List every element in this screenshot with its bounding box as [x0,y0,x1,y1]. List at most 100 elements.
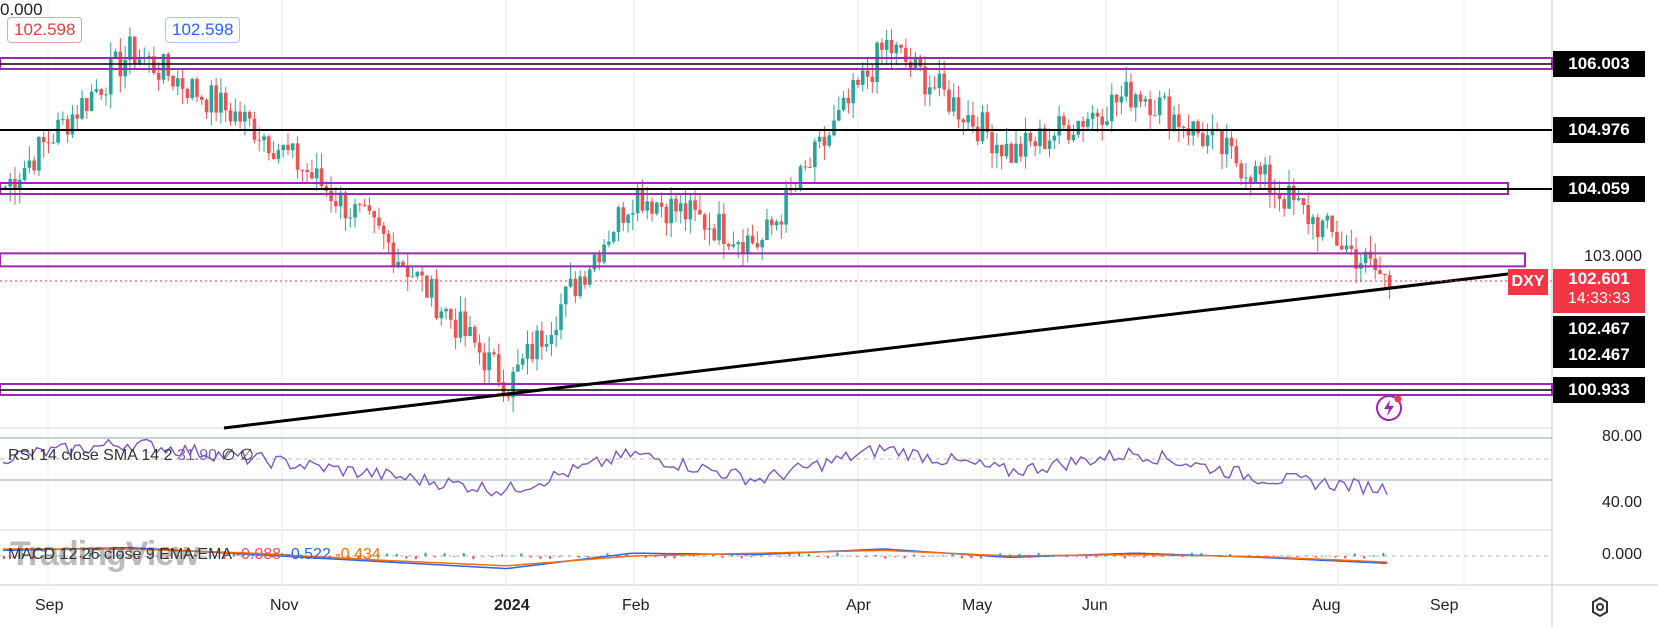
macd-hist-bar [807,553,810,557]
time-label-feb: Feb [622,597,650,614]
macd-hist-bar [529,556,532,558]
macd-hist-bar [568,555,571,557]
candle-body [913,56,918,69]
candle-body [717,213,721,241]
candle-body [290,143,295,151]
candle-body [1354,249,1358,269]
flash-icon[interactable] [1374,393,1404,423]
macd-hist-bar [1229,554,1232,557]
macd-hist-bar [1286,555,1289,557]
macd-hist-bar [1152,556,1155,558]
settings-icon[interactable] [1589,596,1611,618]
candle-body [51,142,56,144]
rsi-legend[interactable]: RSI 14 close SMA 14 2 31.90 ∅ ∅ [8,445,254,465]
candle-body [362,205,367,207]
candle-body [1157,97,1162,116]
macd-hist-bar [1209,555,1212,557]
macd-legend[interactable]: MACD 12 26 close 9 EMA EMA -0.088 -0.522… [8,546,381,564]
candle-body [329,190,333,202]
candle-body [1315,217,1320,238]
time-label-aug: Aug [1312,597,1341,614]
macd-hist-bar [989,556,992,557]
macd-hist-bar [654,556,657,558]
candle-body [654,202,659,214]
tradingview-watermark: TradingView [10,535,200,573]
candle-body [1014,143,1018,163]
candle-body [1339,245,1344,250]
candle-body [281,144,285,151]
rsi-title: RSI 14 close SMA 14 2 [8,447,173,464]
candle-body [1057,116,1061,136]
macd-hist-bar [1066,556,1069,558]
candle-body [750,235,755,244]
candle-body [61,119,65,121]
candle-body [444,308,448,312]
candle-body [1205,135,1210,146]
macd-hist-bar [319,556,322,558]
candle-body [587,269,592,285]
candle-body [420,271,424,276]
macd-hist-bar [510,555,513,557]
candle-body [128,36,132,60]
candle-body [669,198,673,224]
candle-body [530,343,535,360]
candle-body [56,119,60,143]
candle-body [314,168,319,179]
macd-hist-bar [702,555,705,557]
macd-hist-bar [1133,556,1136,557]
macd-hist-value: -0.088 [235,546,282,563]
candle-body [1023,132,1028,157]
macd-hist-bar [1334,556,1337,558]
macd-hist-bar [635,556,638,557]
candle-body [1325,215,1330,221]
candle-body [1330,215,1334,232]
candle-body [961,119,966,123]
macd-hist-bar [242,554,245,557]
candle-body [932,87,937,89]
spread-value: 0.000 [0,0,43,19]
rsi-line [2,438,1388,497]
candle-body [607,241,611,245]
candle-body [1368,251,1373,259]
candle-body [1239,163,1243,179]
candle-body [1248,177,1253,184]
candle-body [1258,166,1263,175]
macd-hist-bar [453,556,456,557]
candle-body [295,143,300,170]
macd-hist-bar [692,554,695,557]
macd-hist-bar [1008,554,1011,557]
candle-body [190,79,194,99]
macd-hist-bar [443,553,446,557]
candle-body [1095,112,1100,117]
candle-body [1100,116,1105,125]
candle-body [353,204,357,218]
candle-body [358,204,362,206]
candle-body [1229,137,1234,147]
candle-body [1191,121,1196,136]
macd-hist-bar [1114,555,1117,557]
bid-price-box[interactable]: 102.598 [7,17,83,43]
candle-body [396,261,400,267]
candle-body [267,136,271,154]
macd-hist-bar [855,556,858,557]
candle-body [1201,133,1205,146]
candle-body [832,120,836,136]
candle-body [147,56,151,58]
candle-body [1081,120,1085,127]
candle-body [722,213,726,245]
candle-body [899,44,903,48]
level-tag-104-059: 104.059 [1553,176,1645,202]
macd-hist-bar [731,553,734,557]
macd-hist-bar [156,555,159,557]
candle-body [46,142,51,144]
candle-body [1186,128,1191,136]
time-label-sep: Sep [35,597,64,614]
macd-hist-bar [12,556,15,558]
candle-body [736,242,741,245]
ask-price-box[interactable]: 102.598 [165,17,241,43]
candle-body [937,73,942,89]
candle-body [1210,129,1215,136]
macd-hist-bar [683,555,686,557]
candle-body [583,276,587,285]
